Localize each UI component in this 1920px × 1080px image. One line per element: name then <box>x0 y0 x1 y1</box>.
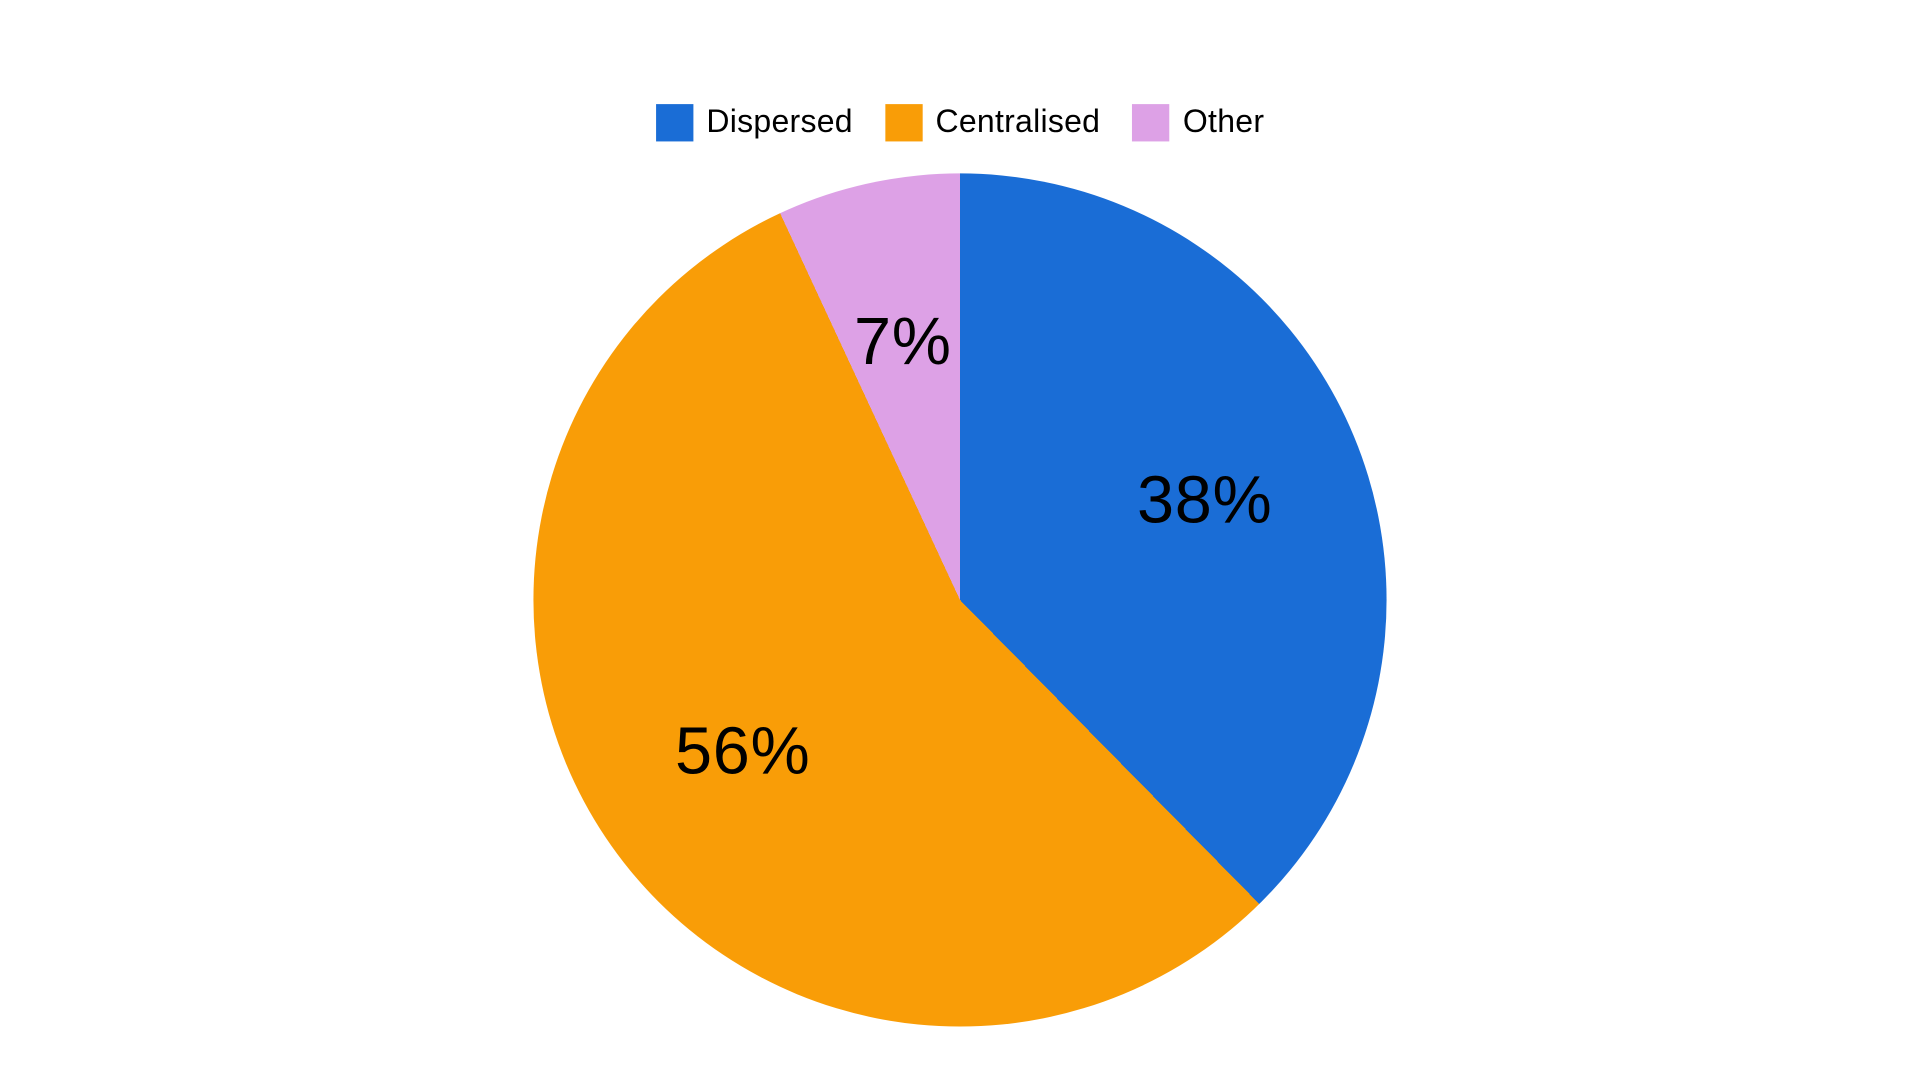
legend-label-dispersed: Dispersed <box>706 104 852 141</box>
legend-label-other: Other <box>1183 104 1264 141</box>
chart-stage: Dispersed Centralised Other 38% 56% 7% <box>0 0 1920 1080</box>
pie-chart: 38% 56% 7% <box>533 173 1386 1026</box>
chart-area: Dispersed Centralised Other 38% 56% 7% <box>0 0 1920 1080</box>
legend-label-centralised: Centralised <box>935 104 1100 141</box>
legend-swatch-centralised <box>885 104 922 141</box>
pie-circle <box>533 173 1386 1026</box>
legend-swatch-dispersed <box>656 104 693 141</box>
legend-item-dispersed: Dispersed <box>656 104 853 141</box>
slice-label-centralised: 56% <box>675 712 810 789</box>
slice-label-other: 7% <box>854 303 952 380</box>
legend: Dispersed Centralised Other <box>0 104 1920 141</box>
legend-swatch-other <box>1132 104 1169 141</box>
legend-item-other: Other <box>1132 104 1264 141</box>
slice-label-dispersed: 38% <box>1137 461 1272 538</box>
legend-item-centralised: Centralised <box>885 104 1100 141</box>
